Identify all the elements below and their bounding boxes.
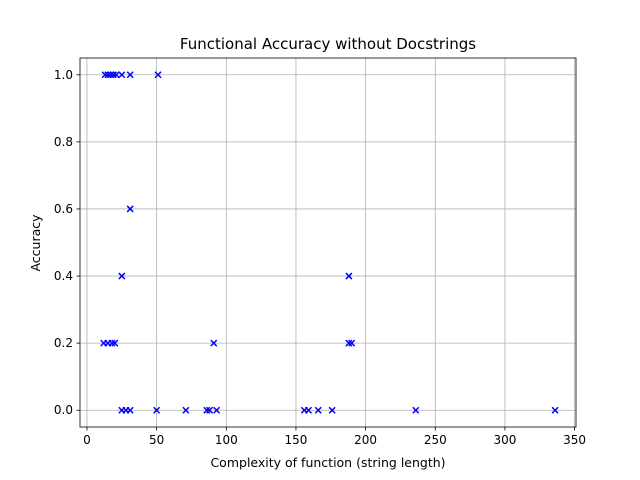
x-tick-label: 100	[215, 433, 238, 447]
x-axis-ticks: 0 50 100 150 200 250 300 350	[83, 427, 586, 447]
x-tick-label: 50	[149, 433, 164, 447]
data-points	[100, 71, 559, 414]
data-point-marker	[314, 406, 322, 414]
y-tick-label: 0.2	[54, 336, 73, 350]
data-point-marker	[210, 339, 218, 347]
data-point-marker	[108, 339, 116, 347]
x-tick-label: 200	[354, 433, 377, 447]
data-point-marker	[126, 205, 134, 213]
data-point-marker	[203, 406, 211, 414]
x-tick-label: 250	[424, 433, 447, 447]
grid-lines	[80, 58, 576, 427]
data-point-marker	[182, 406, 190, 414]
data-point-marker	[304, 406, 313, 414]
data-point-marker	[126, 406, 134, 414]
x-tick-label: 350	[563, 433, 586, 447]
y-tick-label: 0.4	[54, 269, 73, 283]
data-point-marker	[206, 406, 214, 414]
y-axis-ticks: 0.0 0.2 0.4 0.6 0.8 1.0	[54, 68, 80, 417]
plot-frame	[79, 57, 577, 428]
y-tick-label: 0.0	[54, 403, 73, 417]
data-point-marker	[126, 71, 134, 79]
data-point-marker	[154, 71, 162, 79]
data-point-marker	[111, 339, 119, 347]
x-axis-label: Complexity of function (string length)	[210, 455, 445, 470]
y-tick-label: 0.6	[54, 202, 73, 216]
data-point-marker	[153, 406, 161, 414]
data-point-marker	[328, 406, 336, 414]
x-tick-label: 300	[493, 433, 516, 447]
data-point-marker	[112, 71, 120, 79]
x-tick-label: 150	[285, 433, 308, 447]
y-tick-label: 1.0	[54, 68, 73, 82]
data-point-marker	[551, 406, 559, 414]
data-point-marker	[118, 272, 126, 280]
data-point-marker	[345, 272, 353, 280]
chart-title: Functional Accuracy without Docstrings	[180, 35, 476, 53]
data-point-marker	[213, 406, 221, 414]
data-point-marker	[101, 71, 109, 79]
y-axis-label: Accuracy	[28, 214, 43, 272]
data-point-marker	[412, 406, 420, 414]
data-point-marker	[118, 71, 126, 79]
data-point-marker	[345, 339, 353, 347]
x-tick-label: 0	[83, 433, 91, 447]
data-point-marker	[107, 71, 115, 79]
data-point-marker	[109, 71, 117, 79]
data-point-marker	[348, 339, 356, 347]
data-point-marker	[104, 71, 112, 79]
y-tick-label: 0.8	[54, 135, 73, 149]
